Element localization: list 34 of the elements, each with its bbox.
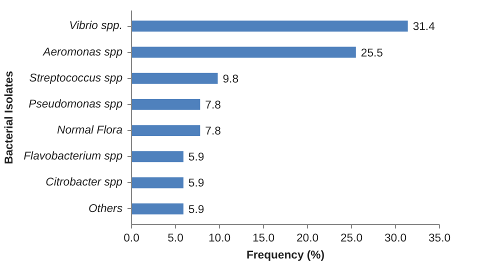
bar <box>132 203 184 214</box>
data-label: 31.4 <box>412 21 435 34</box>
x-tick-label: 30.0 <box>384 232 407 244</box>
y-axis-title: Bacterial Isolates <box>4 70 16 164</box>
data-label: 5.9 <box>188 178 204 190</box>
bar <box>132 177 184 188</box>
bar <box>132 151 184 162</box>
x-tick-label: 15.0 <box>252 232 275 244</box>
y-tick-label: Streptococcus spp <box>29 72 123 84</box>
x-tick-label: 5.0 <box>168 232 184 244</box>
data-label: 7.8 <box>205 126 221 138</box>
data-label: 25.5 <box>360 47 383 60</box>
data-label: 7.8 <box>205 99 221 112</box>
data-label: 5.9 <box>188 204 204 216</box>
x-tick-label: 25.0 <box>340 232 363 244</box>
x-axis-title: Frequency (%) <box>246 250 325 262</box>
bar <box>132 72 218 84</box>
y-tick-label: Vibrio spp. <box>69 20 123 32</box>
y-tick-label: Others <box>88 202 123 215</box>
x-tick-label: 20.0 <box>296 232 319 244</box>
data-label: 5.9 <box>188 152 204 164</box>
y-tick-label: Citrobacter spp <box>46 176 123 189</box>
bar <box>132 46 356 58</box>
data-label: 9.8 <box>222 73 238 86</box>
bar <box>132 98 200 110</box>
y-tick-label: Normal Flora <box>57 124 123 137</box>
y-tick-label: Aeromonas spp <box>42 46 123 58</box>
y-tick-label: Flavobacterium spp <box>24 150 123 163</box>
bar <box>132 125 200 136</box>
x-tick-label: 10.0 <box>208 232 231 244</box>
x-tick-label: 0.0 <box>124 232 140 244</box>
y-tick-label: Pseudomonas spp <box>28 98 123 110</box>
x-tick-label: 35.0 <box>428 232 451 244</box>
bar <box>132 20 408 32</box>
